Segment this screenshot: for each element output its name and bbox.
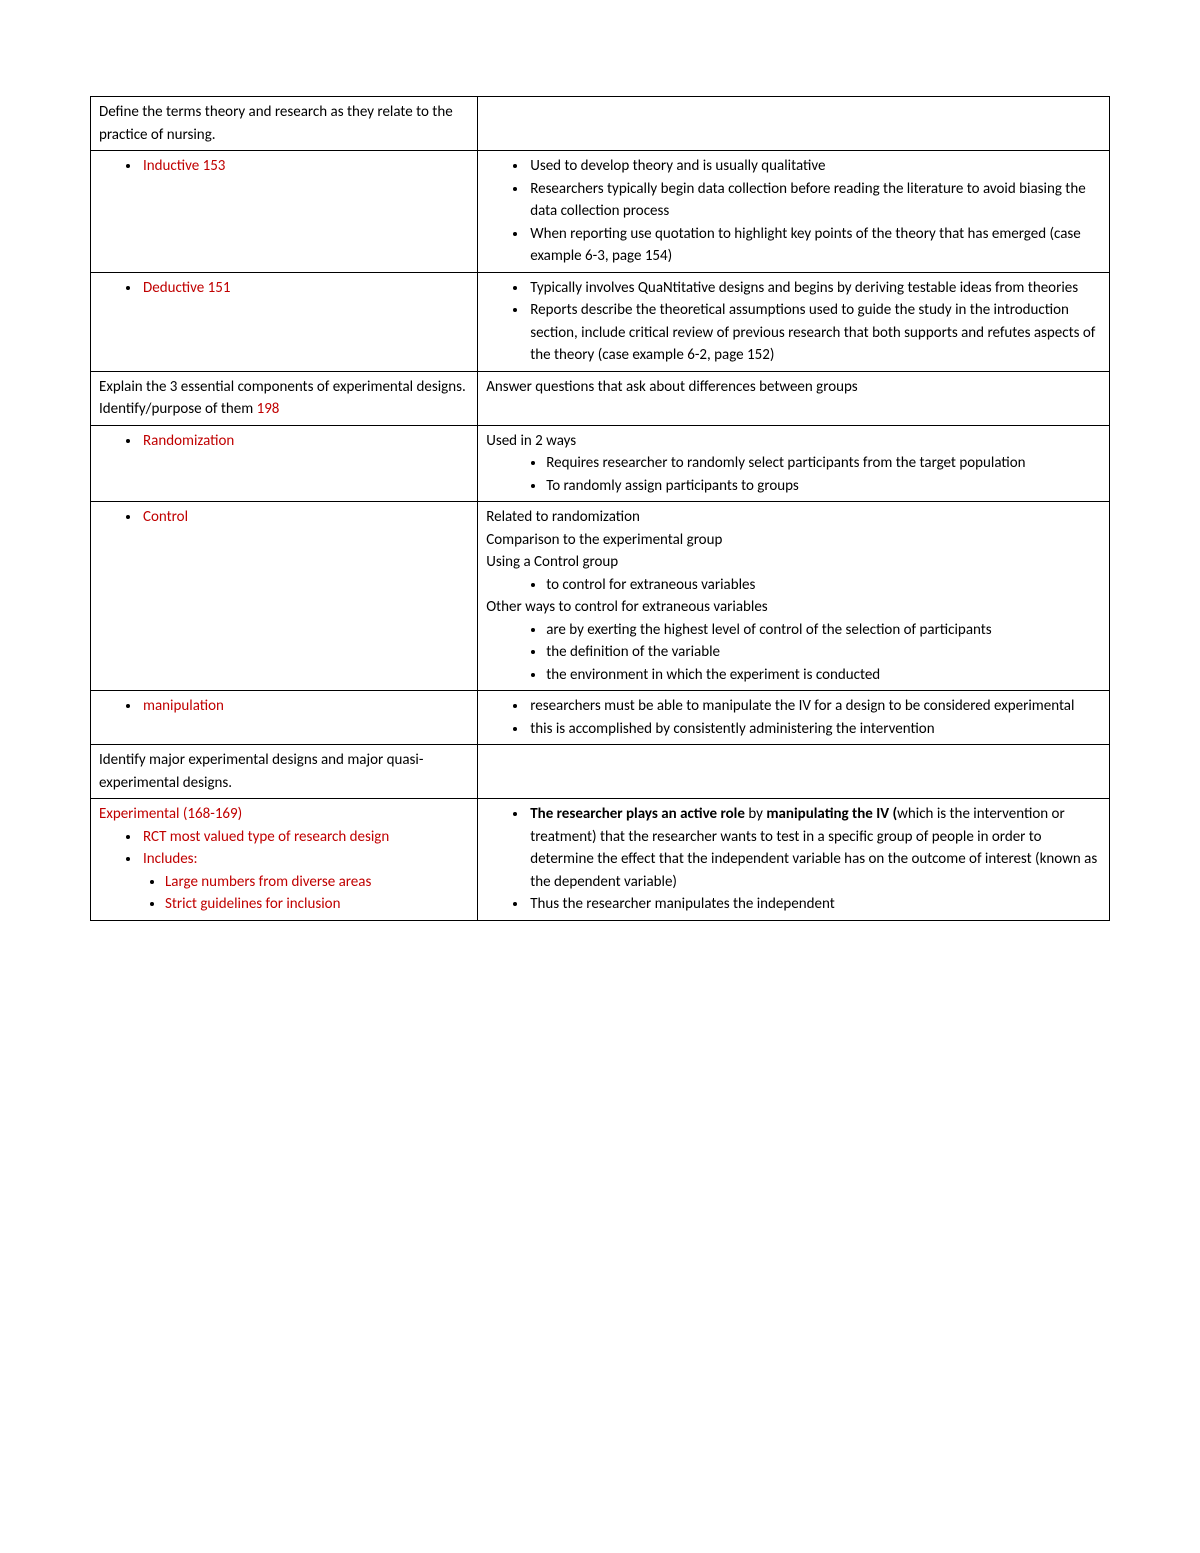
cell-right <box>478 745 1110 799</box>
bullet-item: Thus the researcher manipulates the inde… <box>528 893 1101 916</box>
cell-right: Related to randomization Comparison to t… <box>478 502 1110 691</box>
cell-right: Typically involves QuaNtitative designs … <box>478 272 1110 371</box>
bullet-item: to control for extraneous variables <box>546 574 1101 597</box>
bullet-item: the environment in which the experiment … <box>546 664 1101 687</box>
bullet-item: Reports describe the theoretical assumpt… <box>528 299 1101 367</box>
bullet-item: Deductive 151 <box>141 277 469 300</box>
document-page: Define the terms theory and research as … <box>0 0 1200 1553</box>
bullet-item: RCT most valued type of research design <box>141 826 469 849</box>
cell-left: manipulation <box>91 691 478 745</box>
cell-left: Control <box>91 502 478 691</box>
text: Other ways to control for extraneous var… <box>486 596 1101 619</box>
text: Identify major experimental designs and … <box>99 751 423 792</box>
cell-right: researchers must be able to manipulate t… <box>478 691 1110 745</box>
cell-left: Explain the 3 essential components of ex… <box>91 371 478 425</box>
bullet-list: are by exerting the highest level of con… <box>486 619 1101 687</box>
table-row: Explain the 3 essential components of ex… <box>91 371 1110 425</box>
text: Related to randomization <box>486 506 1101 529</box>
bullet-item: this is accomplished by consistently adm… <box>528 718 1101 741</box>
table-row: Control Related to randomization Compari… <box>91 502 1110 691</box>
text-bold: manipulating the IV ( <box>766 805 897 823</box>
bullet-item: Used to develop theory and is usually qu… <box>528 155 1101 178</box>
bullet-list: to control for extraneous variables <box>486 574 1101 597</box>
table-row: Experimental (168-169) RCT most valued t… <box>91 799 1110 921</box>
bullet-list: Used to develop theory and is usually qu… <box>486 155 1101 268</box>
cell-right: Used to develop theory and is usually qu… <box>478 151 1110 273</box>
text: Comparison to the experimental group <box>486 529 1101 552</box>
text: Using a Control group <box>486 551 1101 574</box>
table-row: Identify major experimental designs and … <box>91 745 1110 799</box>
term: manipulation <box>143 697 224 715</box>
cell-left: Deductive 151 <box>91 272 478 371</box>
bullet-list: researchers must be able to manipulate t… <box>486 695 1101 740</box>
cell-left: Randomization <box>91 425 478 502</box>
bullet-item: the definition of the variable <box>546 641 1101 664</box>
cell-left: Experimental (168-169) RCT most valued t… <box>91 799 478 921</box>
text: Thus the researcher manipulates the inde… <box>530 895 835 913</box>
table-row: Inductive 153 Used to develop theory and… <box>91 151 1110 273</box>
bullet-item: Includes: <box>141 848 469 871</box>
term: Deductive 151 <box>143 279 230 297</box>
section-title: Experimental (168-169) <box>99 803 469 826</box>
bullet-item: Researchers typically begin data collect… <box>528 178 1101 223</box>
bullet-item: manipulation <box>141 695 469 718</box>
bullet-item: The researcher plays an active role by m… <box>528 803 1101 893</box>
cell-right: Answer questions that ask about differen… <box>478 371 1110 425</box>
text: Explain the 3 essential components of ex… <box>99 378 466 419</box>
bullet-item: To randomly assign participants to group… <box>546 475 1101 498</box>
cell-right: The researcher plays an active role by m… <box>478 799 1110 921</box>
bullet-item: Typically involves QuaNtitative designs … <box>528 277 1101 300</box>
bullet-list-nested: Large numbers from diverse areasStrict g… <box>99 871 469 916</box>
bullet-list: RCT most valued type of research designI… <box>99 826 469 871</box>
text: Used in 2 ways <box>486 430 1101 453</box>
cell-left: Inductive 153 <box>91 151 478 273</box>
bullet-item: Randomization <box>141 430 469 453</box>
cell-right: Used in 2 ways Requires researcher to ra… <box>478 425 1110 502</box>
bullet-item: Strict guidelines for inclusion <box>165 893 469 916</box>
table-row: Define the terms theory and research as … <box>91 97 1110 151</box>
cell-left: Identify major experimental designs and … <box>91 745 478 799</box>
bullet-list: Requires researcher to randomly select p… <box>486 452 1101 497</box>
cell-right <box>478 97 1110 151</box>
text-bold: The researcher plays an active role <box>530 805 745 823</box>
text: Answer questions that ask about differen… <box>486 378 857 396</box>
bullet-item: are by exerting the highest level of con… <box>546 619 1101 642</box>
bullet-item: Requires researcher to randomly select p… <box>546 452 1101 475</box>
table-row: Deductive 151 Typically involves QuaNtit… <box>91 272 1110 371</box>
bullet-item: Large numbers from diverse areas <box>165 871 469 894</box>
text: by <box>745 805 766 823</box>
study-table: Define the terms theory and research as … <box>90 96 1110 921</box>
bullet-item: Inductive 153 <box>141 155 469 178</box>
table-row: Randomization Used in 2 ways Requires re… <box>91 425 1110 502</box>
text: Define the terms theory and research as … <box>99 103 453 144</box>
page-ref: 198 <box>257 400 280 418</box>
bullet-item: When reporting use quotation to highligh… <box>528 223 1101 268</box>
cell-left: Define the terms theory and research as … <box>91 97 478 151</box>
bullet-list: Typically involves QuaNtitative designs … <box>486 277 1101 367</box>
term: Inductive 153 <box>143 157 225 175</box>
table-row: manipulation researchers must be able to… <box>91 691 1110 745</box>
bullet-item: Control <box>141 506 469 529</box>
term: Control <box>143 508 188 526</box>
term: Randomization <box>143 432 234 450</box>
bullet-item: researchers must be able to manipulate t… <box>528 695 1101 718</box>
